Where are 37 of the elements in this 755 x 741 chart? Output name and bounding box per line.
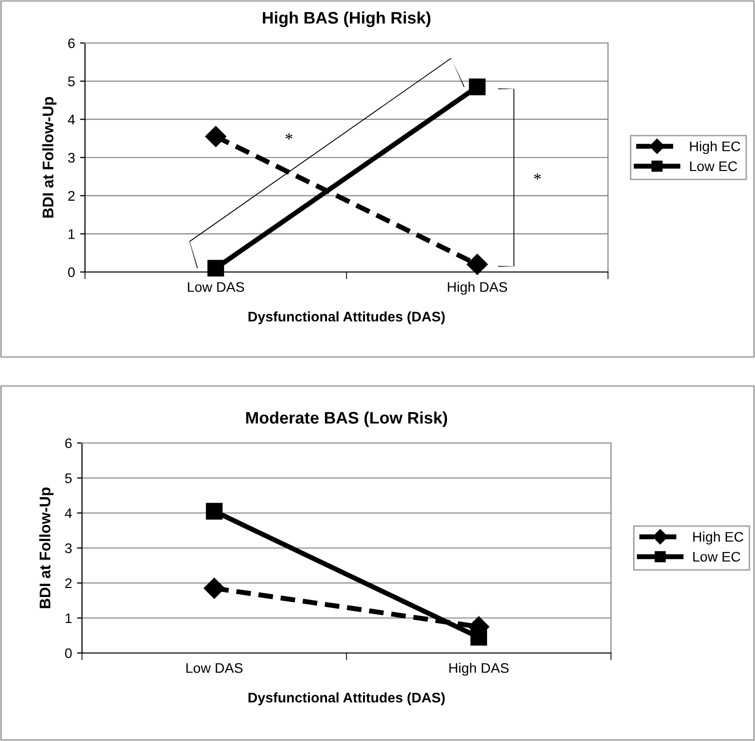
point: [468, 78, 486, 96]
annotation: *: [286, 133, 292, 140]
y-tick-label: 6: [65, 438, 72, 448]
x-axis-title: Dysfunctional Attitudes (DAS): [248, 311, 445, 324]
point: [466, 254, 488, 275]
y-axis-title: BDI at Follow-Up: [39, 488, 54, 608]
chart-title: Moderate BAS (Low Risk): [246, 411, 448, 428]
y-axis-title: BDI at Follow-Up: [42, 97, 56, 218]
legend-label: Low EC: [690, 161, 738, 172]
y-tick-label: 3: [68, 152, 75, 163]
y-tick-label: 2: [68, 191, 75, 201]
y-tick-label: 1: [66, 613, 72, 624]
y-tick-label: 4: [64, 508, 72, 518]
point: [205, 126, 226, 148]
y-tick-label: 5: [65, 473, 72, 484]
chart-title: High BAS (High Risk): [262, 11, 430, 28]
point: [204, 578, 225, 599]
x-tick-label: High DAS: [449, 662, 509, 676]
y-tick-label: 6: [68, 38, 75, 48]
point: [207, 260, 224, 277]
annotation: *: [534, 173, 541, 180]
legend-label: Low EC: [693, 552, 740, 562]
x-tick-label: Low DAS: [188, 282, 244, 292]
y-tick-label: 5: [68, 76, 75, 86]
y-tick-label: 2: [65, 578, 72, 588]
x-tick-label: High DAS: [448, 282, 508, 295]
y-tick-label: 4: [68, 114, 75, 124]
y-tick-label: 0: [68, 267, 75, 278]
point: [206, 502, 223, 520]
x-tick-label: Low DAS: [186, 663, 243, 673]
y-tick-label: 1: [68, 229, 75, 239]
point: [470, 628, 488, 646]
y-tick-label: 3: [65, 543, 72, 554]
x-axis-title: Dysfunctional Attitudes (DAS): [248, 692, 445, 706]
y-tick-label: 0: [65, 648, 72, 658]
legend-label: High EC: [690, 141, 740, 154]
legend-label: High EC: [693, 532, 744, 545]
